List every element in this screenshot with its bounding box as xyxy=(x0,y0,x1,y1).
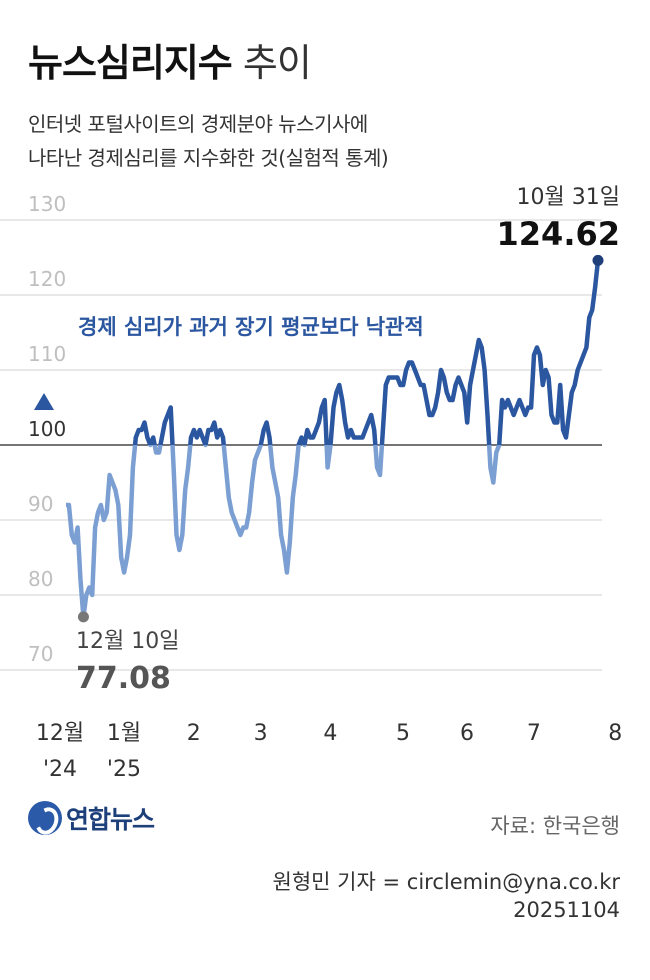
x-tick-8: 8 xyxy=(608,721,622,746)
above-baseline-triangle-icon xyxy=(34,393,54,410)
x-tick-sub-0: '24 xyxy=(43,757,77,782)
y-tick-80: 80 xyxy=(28,567,53,591)
date-code: 20251104 xyxy=(513,898,620,922)
x-tick-3: 3 xyxy=(254,721,268,746)
min-point-value: 77.08 xyxy=(76,661,171,696)
y-tick-130: 130 xyxy=(28,192,66,216)
subtitle-line-1: 인터넷 포털사이트의 경제분야 뉴스기사에 xyxy=(28,112,368,136)
y-tick-100: 100 xyxy=(28,417,66,441)
max-point-value: 124.62 xyxy=(497,215,620,253)
y-tick-110: 110 xyxy=(28,342,66,366)
yonhap-logo-icon xyxy=(28,801,62,835)
max-point-date: 10월 31일 xyxy=(517,185,620,210)
news-sentiment-line-chart: 70 80 90 100 110 120 130 경제 심리가 과거 장기 평균보다 낙관적 1… xyxy=(0,185,622,782)
yonhap-logo: 연합뉴스 xyxy=(28,800,155,836)
x-tick-1: 1월 xyxy=(107,721,141,746)
logo-text: 연합뉴스 xyxy=(66,805,155,834)
source-text: 자료: 한국은행 xyxy=(490,814,620,838)
x-tick-5: 5 xyxy=(396,721,410,746)
subtitle-line-2: 나타난 경제심리를 지수화한 것(실험적 통계) xyxy=(28,146,389,170)
x-tick-6: 6 xyxy=(460,721,474,746)
series-line-above-baseline xyxy=(132,260,601,445)
y-tick-120: 120 xyxy=(28,267,66,291)
annotation-text: 경제 심리가 과거 장기 평균보다 낙관적 xyxy=(78,315,424,339)
x-tick-7: 7 xyxy=(527,721,541,746)
x-tick-2: 2 xyxy=(187,721,201,746)
x-tick-4: 4 xyxy=(323,721,337,746)
title-bold: 뉴스심리지수 xyxy=(28,41,233,85)
max-point-dot xyxy=(592,254,604,266)
y-tick-90: 90 xyxy=(28,492,53,516)
credit-text: 원형민 기자 = circlemin@yna.co.kr xyxy=(272,870,620,894)
x-tick-0: 12월 xyxy=(36,721,84,746)
x-tick-sub-1: '25 xyxy=(107,757,141,782)
page-title: 뉴스심리지수 추이 xyxy=(28,32,312,87)
y-tick-70: 70 xyxy=(28,642,53,666)
min-point-dot xyxy=(77,611,89,623)
title-light: 추이 xyxy=(242,41,312,85)
min-point-date: 12월 10일 xyxy=(76,629,179,654)
credit-block: 원형민 기자 = circlemin@yna.co.kr 20251104 xyxy=(273,868,620,924)
